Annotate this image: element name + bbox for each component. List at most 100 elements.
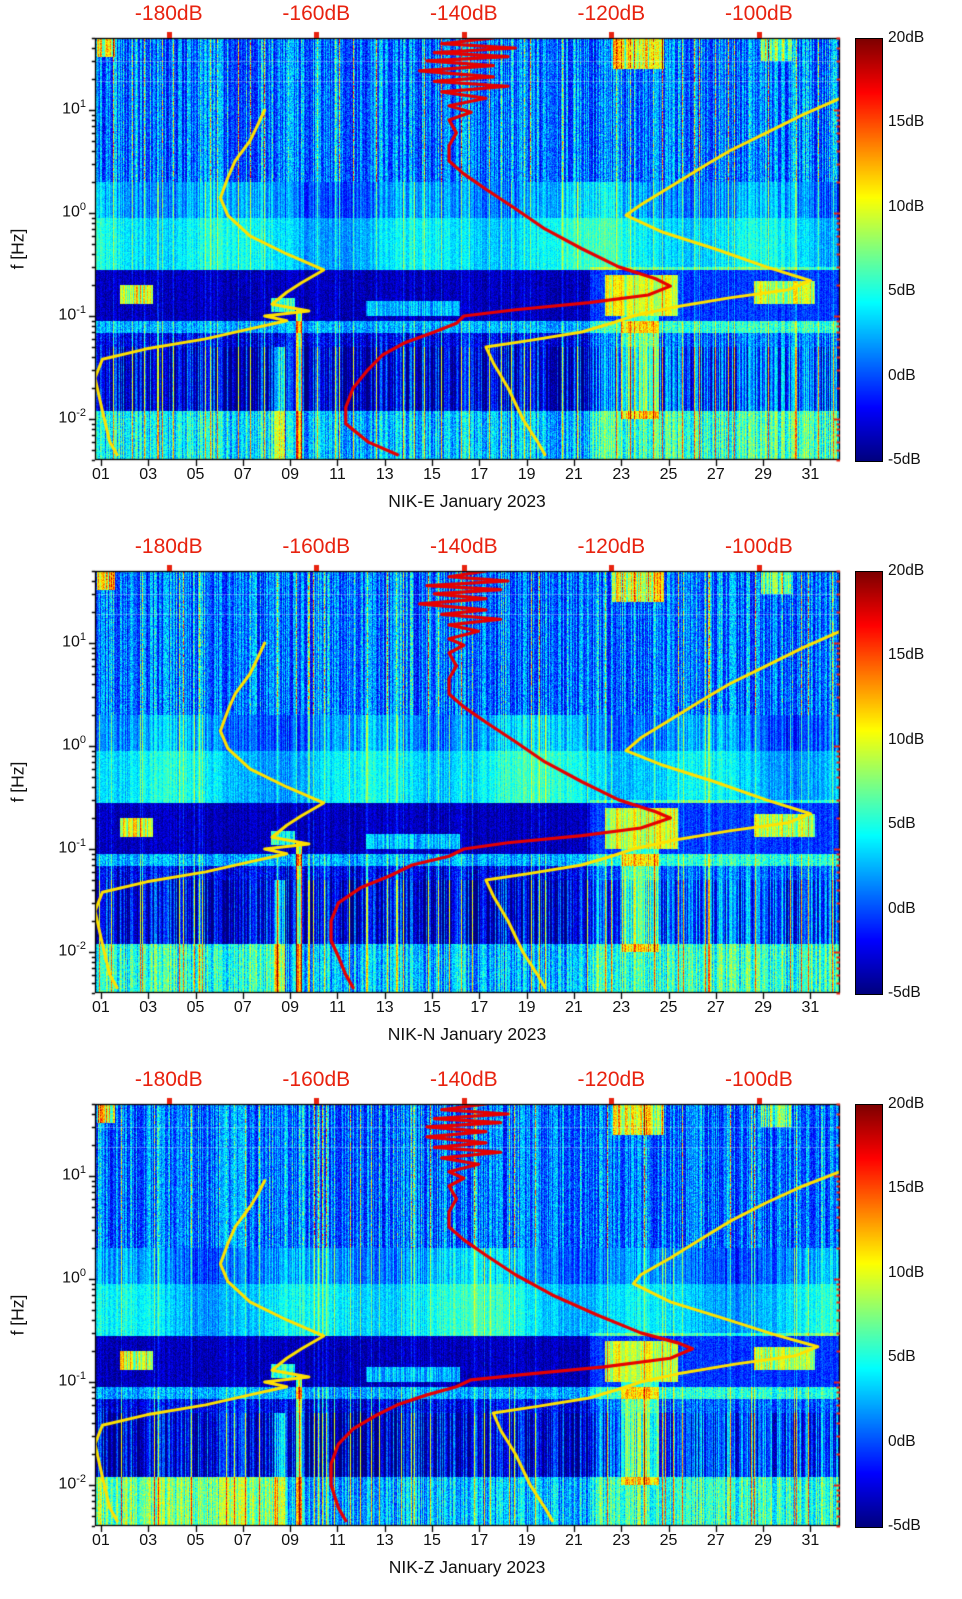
x-tick-label: 15 [423, 999, 441, 1016]
x-tick-label: 07 [233, 466, 252, 483]
y-tick-label: 101 [62, 97, 86, 118]
top-db-label: -160dB [282, 2, 351, 25]
x-tick-label: 01 [92, 999, 110, 1016]
y-axis-label: f [Hz] [7, 1294, 28, 1336]
spectrogram-canvas [87, 1096, 848, 1534]
spectrogram-canvas [87, 30, 848, 468]
colorbar-tick-label: -5dB [888, 451, 921, 468]
top-db-label: -120dB [577, 1068, 646, 1091]
spectrogram-panel-nik-z: -180dB -160dB -140dB -120dB -100dB f [Hz] 10… [0, 1066, 962, 1599]
y-axis-label: f [Hz] [7, 228, 28, 270]
x-tick-label: 13 [375, 1532, 394, 1549]
colorbar-tick-label: 0dB [888, 366, 916, 384]
y-tick-label: 100 [62, 201, 86, 221]
x-tick-label: 31 [801, 999, 820, 1016]
spectrogram-canvas [87, 563, 848, 1001]
y-tick-label: 10-1 [58, 304, 86, 324]
top-db-label: -160dB [282, 535, 351, 558]
x-tick-label: 17 [470, 466, 489, 483]
x-tick-label: 19 [517, 1532, 536, 1549]
top-db-label: -140dB [429, 535, 498, 558]
y-tick-label: 100 [62, 1267, 86, 1287]
x-tick-label: 17 [470, 1532, 489, 1549]
top-db-label: -100dB [725, 2, 793, 25]
x-tick-label: 09 [281, 1532, 300, 1549]
colorbar-tick-label: -5dB [888, 1517, 921, 1534]
x-tick-label: 21 [565, 999, 583, 1016]
top-db-label: -120dB [577, 2, 646, 25]
top-db-label: -100dB [725, 535, 793, 558]
x-tick-label: 09 [281, 466, 300, 483]
x-tick-label: 03 [139, 999, 158, 1016]
x-axis-label: NIK-N January 2023 [387, 1024, 547, 1044]
x-tick-label: 27 [706, 1532, 725, 1549]
spectrogram-panel-nik-e: -180dB -160dB -140dB -120dB -100dB f [Hz] 10… [0, 0, 962, 533]
x-tick-label: 23 [612, 1532, 631, 1549]
x-tick-label: 29 [754, 466, 773, 483]
top-db-label: -140dB [429, 1068, 498, 1091]
colorbar-tick-label: 20dB [888, 1095, 925, 1112]
x-tick-label: 07 [233, 1532, 252, 1549]
x-tick-label: 15 [423, 1532, 441, 1549]
x-axis-label: NIK-E January 2023 [388, 491, 546, 511]
x-tick-label: 21 [565, 1532, 583, 1549]
x-tick-label: 31 [801, 1532, 820, 1549]
x-tick-label: 29 [754, 1532, 773, 1549]
colorbar-tick-label: 15dB [888, 113, 925, 131]
top-db-label: -180dB [134, 1068, 203, 1091]
colorbar-tick-label: -5dB [888, 984, 921, 1001]
x-tick-label: 27 [706, 466, 725, 483]
x-tick-label: 05 [186, 999, 205, 1016]
x-tick-label: 09 [281, 999, 300, 1016]
x-tick-label: 23 [612, 999, 631, 1016]
colorbar-canvas [855, 38, 883, 462]
x-tick-label: 11 [329, 466, 346, 483]
colorbar-tick-label: 15dB [888, 646, 925, 664]
y-axis-label: f [Hz] [7, 761, 28, 803]
colorbar-tick-label: 0dB [888, 1432, 916, 1450]
x-tick-label: 01 [92, 466, 110, 483]
x-tick-label: 27 [706, 999, 725, 1016]
y-tick-label: 101 [62, 1163, 86, 1184]
x-tick-label: 03 [139, 466, 158, 483]
top-db-label: -100dB [725, 1068, 793, 1091]
top-db-label: -180dB [134, 535, 203, 558]
colorbar-tick-label: 20dB [888, 562, 925, 579]
x-tick-label: 31 [801, 466, 820, 483]
x-tick-label: 25 [659, 999, 678, 1016]
top-db-label: -160dB [282, 1068, 351, 1091]
colorbar-tick-label: 10dB [888, 730, 925, 748]
y-tick-label: 10-2 [58, 1473, 86, 1493]
colorbar-tick-label: 5dB [888, 815, 916, 833]
top-db-label: -140dB [429, 2, 498, 25]
x-tick-label: 07 [233, 999, 252, 1016]
y-tick-label: 10-2 [58, 940, 86, 960]
x-tick-label: 03 [139, 1532, 158, 1549]
y-tick-label: 100 [62, 734, 86, 754]
top-db-label: -120dB [577, 535, 646, 558]
colorbar-tick-label: 0dB [888, 899, 916, 917]
colorbar-tick-label: 10dB [888, 197, 925, 215]
x-tick-label: 29 [754, 999, 773, 1016]
colorbar-tick-label: 10dB [888, 1263, 925, 1281]
x-tick-label: 05 [186, 1532, 205, 1549]
colorbar-tick-label: 5dB [888, 282, 916, 300]
x-tick-label: 21 [565, 466, 583, 483]
y-tick-label: 10-1 [58, 1370, 86, 1390]
x-tick-label: 15 [423, 466, 441, 483]
spectrogram-panel-nik-n: -180dB -160dB -140dB -120dB -100dB f [Hz] 10… [0, 533, 962, 1066]
colorbar-tick-label: 5dB [888, 1348, 916, 1366]
top-db-label: -180dB [134, 2, 203, 25]
x-tick-label: 11 [329, 1532, 346, 1549]
y-tick-label: 10-1 [58, 837, 86, 857]
x-tick-label: 17 [470, 999, 489, 1016]
x-tick-label: 13 [375, 466, 394, 483]
x-tick-label: 19 [517, 999, 536, 1016]
x-tick-label: 01 [92, 1532, 110, 1549]
x-tick-label: 13 [375, 999, 394, 1016]
colorbar-tick-label: 15dB [888, 1179, 925, 1197]
colorbar-tick-label: 20dB [888, 29, 925, 46]
x-tick-label: 05 [186, 466, 205, 483]
colorbar-canvas [855, 1104, 883, 1528]
